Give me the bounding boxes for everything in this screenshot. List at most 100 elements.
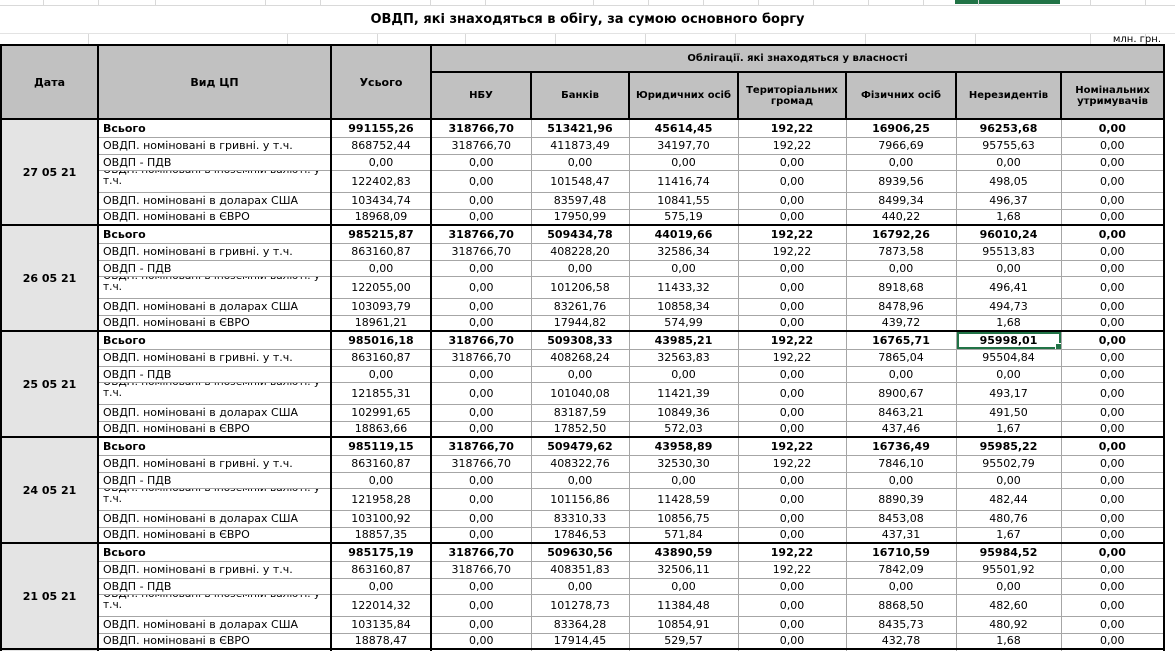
value-cell[interactable]: 7873,58	[846, 242, 957, 260]
value-cell[interactable]: 0,00	[331, 577, 432, 594]
value-cell[interactable]: 17944,82	[531, 314, 630, 331]
value-cell[interactable]: 0,00	[331, 153, 432, 170]
date-cell[interactable]: 27 05 21	[1, 118, 99, 225]
value-cell[interactable]: 0,00	[431, 593, 532, 616]
value-cell[interactable]: 1,67	[956, 526, 1062, 543]
value-cell[interactable]: 16792,26	[846, 224, 957, 243]
value-cell[interactable]: 0,00	[1061, 297, 1165, 315]
row-label-cell[interactable]: ОВДП - ПДВ	[97, 577, 332, 594]
value-cell[interactable]: 0,00	[738, 403, 847, 421]
value-cell[interactable]: 7842,09	[846, 560, 957, 578]
value-cell[interactable]: 509434,78	[531, 224, 630, 243]
header-total[interactable]: Усього	[330, 44, 432, 120]
value-cell[interactable]: 0,00	[431, 577, 532, 594]
value-cell[interactable]: 0,00	[431, 632, 532, 649]
value-cell[interactable]: 18968,09	[331, 208, 432, 225]
value-cell[interactable]: 95984,52	[956, 542, 1062, 561]
value-cell[interactable]: 192,22	[738, 648, 847, 651]
value-cell[interactable]: 318766,70	[431, 118, 532, 137]
value-cell[interactable]: 0,00	[431, 381, 532, 404]
value-cell[interactable]: 43978,90	[629, 648, 739, 651]
value-cell[interactable]: 95501,92	[956, 560, 1062, 578]
value-cell[interactable]: 0,00	[738, 275, 847, 298]
value-cell[interactable]: 8900,67	[846, 381, 957, 404]
value-cell[interactable]: 101156,86	[531, 487, 630, 510]
value-cell[interactable]: 863160,87	[331, 242, 432, 260]
value-cell[interactable]: 575,19	[629, 208, 739, 225]
row-label-cell[interactable]: ОВДП. номіновані в доларах США	[97, 509, 332, 527]
value-cell[interactable]: 192,22	[738, 118, 847, 137]
value-cell[interactable]: 10856,75	[629, 509, 739, 527]
row-label-cell[interactable]: ОВДП. номіновані в іноземній валюті. у т…	[97, 275, 332, 298]
value-cell[interactable]: 11428,59	[629, 487, 739, 510]
value-cell[interactable]: 45614,45	[629, 118, 739, 137]
value-cell[interactable]: 10849,36	[629, 403, 739, 421]
value-cell[interactable]: 0,00	[1061, 348, 1165, 366]
value-cell[interactable]: 101040,08	[531, 381, 630, 404]
value-cell[interactable]: 0,00	[956, 365, 1062, 382]
value-cell[interactable]: 0,00	[431, 297, 532, 315]
date-cell[interactable]: 21 05 21	[1, 542, 99, 649]
value-cell[interactable]: 0,00	[1061, 420, 1165, 437]
value-cell[interactable]: 17852,50	[531, 420, 630, 437]
value-cell[interactable]: 868752,44	[331, 136, 432, 154]
value-cell[interactable]: 0,00	[431, 615, 532, 633]
value-cell[interactable]: 985175,19	[331, 542, 432, 561]
row-label-cell[interactable]: ОВДП. номіновані в ЄВРО	[97, 526, 332, 543]
value-cell[interactable]: 0,00	[1061, 208, 1165, 225]
value-cell[interactable]: 0,00	[431, 487, 532, 510]
value-cell[interactable]: 7966,69	[846, 136, 957, 154]
value-cell[interactable]: 192,22	[738, 560, 847, 578]
value-cell[interactable]: 0,00	[331, 259, 432, 276]
value-cell[interactable]: 0,00	[738, 471, 847, 488]
value-cell[interactable]: 0,00	[431, 153, 532, 170]
row-label-cell[interactable]: Всього	[97, 118, 332, 137]
row-label-cell[interactable]: Всього	[97, 436, 332, 455]
value-cell[interactable]: 192,22	[738, 436, 847, 455]
value-cell[interactable]: 318766,70	[431, 648, 532, 651]
row-label-cell[interactable]: ОВДП - ПДВ	[97, 365, 332, 382]
value-cell[interactable]: 0,00	[956, 259, 1062, 276]
value-cell[interactable]: 8435,73	[846, 615, 957, 633]
value-cell[interactable]: 44019,66	[629, 224, 739, 243]
value-cell[interactable]: 121958,28	[331, 487, 432, 510]
header-col-nominal-holders[interactable]: Номінальних утримувачів	[1059, 71, 1166, 120]
value-cell[interactable]: 0,00	[1061, 577, 1165, 594]
value-cell[interactable]: 0,00	[1061, 242, 1165, 260]
value-cell[interactable]: 122014,32	[331, 593, 432, 616]
value-cell[interactable]: 96253,68	[956, 118, 1062, 137]
value-cell[interactable]: 0,00	[738, 615, 847, 633]
value-cell[interactable]: 0,00	[738, 153, 847, 170]
value-cell[interactable]: 509479,62	[531, 436, 630, 455]
value-cell[interactable]: 122402,83	[331, 169, 432, 192]
value-cell[interactable]: 0,00	[1061, 542, 1165, 561]
value-cell[interactable]: 0,00	[846, 471, 957, 488]
value-cell[interactable]: 985016,18	[331, 330, 432, 349]
value-cell[interactable]: 0,00	[1061, 403, 1165, 421]
row-label-cell[interactable]: ОВДП. номіновані в ЄВРО	[97, 208, 332, 225]
value-cell[interactable]: 0,00	[531, 259, 630, 276]
value-cell[interactable]: 16906,25	[846, 118, 957, 137]
row-label-cell[interactable]: ОВДП - ПДВ	[97, 471, 332, 488]
value-cell[interactable]: 572,03	[629, 420, 739, 437]
row-label-cell[interactable]: ОВДП - ПДВ	[97, 259, 332, 276]
units-label[interactable]: млн. грн.	[1112, 34, 1161, 45]
value-cell[interactable]: 0,00	[1061, 365, 1165, 382]
row-label-cell[interactable]: Всього	[97, 224, 332, 243]
value-cell[interactable]: 0,00	[846, 259, 957, 276]
value-cell[interactable]: 101548,47	[531, 169, 630, 192]
value-cell[interactable]: 1,68	[956, 208, 1062, 225]
value-cell[interactable]: 0,00	[431, 471, 532, 488]
value-cell[interactable]: 32586,34	[629, 242, 739, 260]
row-label-cell[interactable]: ОВДП - ПДВ	[97, 153, 332, 170]
value-cell[interactable]: 95513,83	[956, 242, 1062, 260]
value-cell[interactable]: 480,76	[956, 509, 1062, 527]
value-cell[interactable]: 408322,76	[531, 454, 630, 472]
value-cell[interactable]: 7846,10	[846, 454, 957, 472]
value-cell[interactable]: 0,00	[1061, 136, 1165, 154]
value-cell[interactable]: 0,00	[1061, 169, 1165, 192]
row-label-cell[interactable]: ОВДП. номіновані в гривні. у т.ч.	[97, 348, 332, 366]
value-cell[interactable]: 18878,47	[331, 632, 432, 649]
header-type[interactable]: Вид ЦП	[97, 44, 332, 120]
value-cell[interactable]: 985119,15	[331, 436, 432, 455]
